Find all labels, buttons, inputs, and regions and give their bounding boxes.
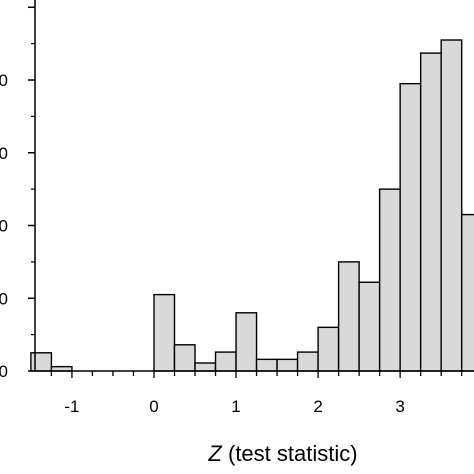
bar-19 (419, 52, 442, 372)
x-tick-label-2: 1 (231, 397, 240, 416)
bar-9 (214, 351, 237, 372)
y-tick-label-4: 0 (0, 71, 8, 90)
bar-11 (255, 358, 278, 372)
y-tick-label-0: 0 (0, 362, 8, 381)
bar-17 (378, 188, 401, 372)
bars-group (30, 39, 474, 372)
bar-7 (173, 344, 196, 372)
y-tick-label-3: 0 (0, 144, 8, 163)
x-tick-label-3: 2 (313, 397, 322, 416)
x-tick-label-4: 3 (395, 397, 404, 416)
x-axis-title-text: (test statistic) (222, 441, 358, 466)
bar-16 (358, 281, 381, 372)
bar-21 (460, 213, 474, 372)
x-tick-label-1: 0 (149, 397, 158, 416)
y-tick-label-2: 0 (0, 217, 8, 236)
x-axis: -1 0 1 2 3 (35, 370, 474, 416)
bar-8 (194, 362, 217, 372)
bar-13 (296, 351, 319, 372)
y-tick-label-1: 0 (0, 289, 8, 308)
bar-18 (399, 82, 422, 372)
bar-15 (337, 261, 360, 372)
bar-20 (440, 39, 463, 372)
bar-12 (276, 358, 299, 372)
bar-14 (317, 326, 340, 372)
x-axis-title-symbol: Z (207, 441, 223, 466)
bar-0 (30, 352, 53, 372)
x-tick-label-0: -1 (64, 397, 79, 416)
y-axis: 0 0 0 0 0 (0, 0, 36, 381)
x-axis-title: Z (test statistic) (207, 441, 357, 466)
bar-10 (235, 312, 258, 372)
bar-6 (153, 293, 176, 372)
